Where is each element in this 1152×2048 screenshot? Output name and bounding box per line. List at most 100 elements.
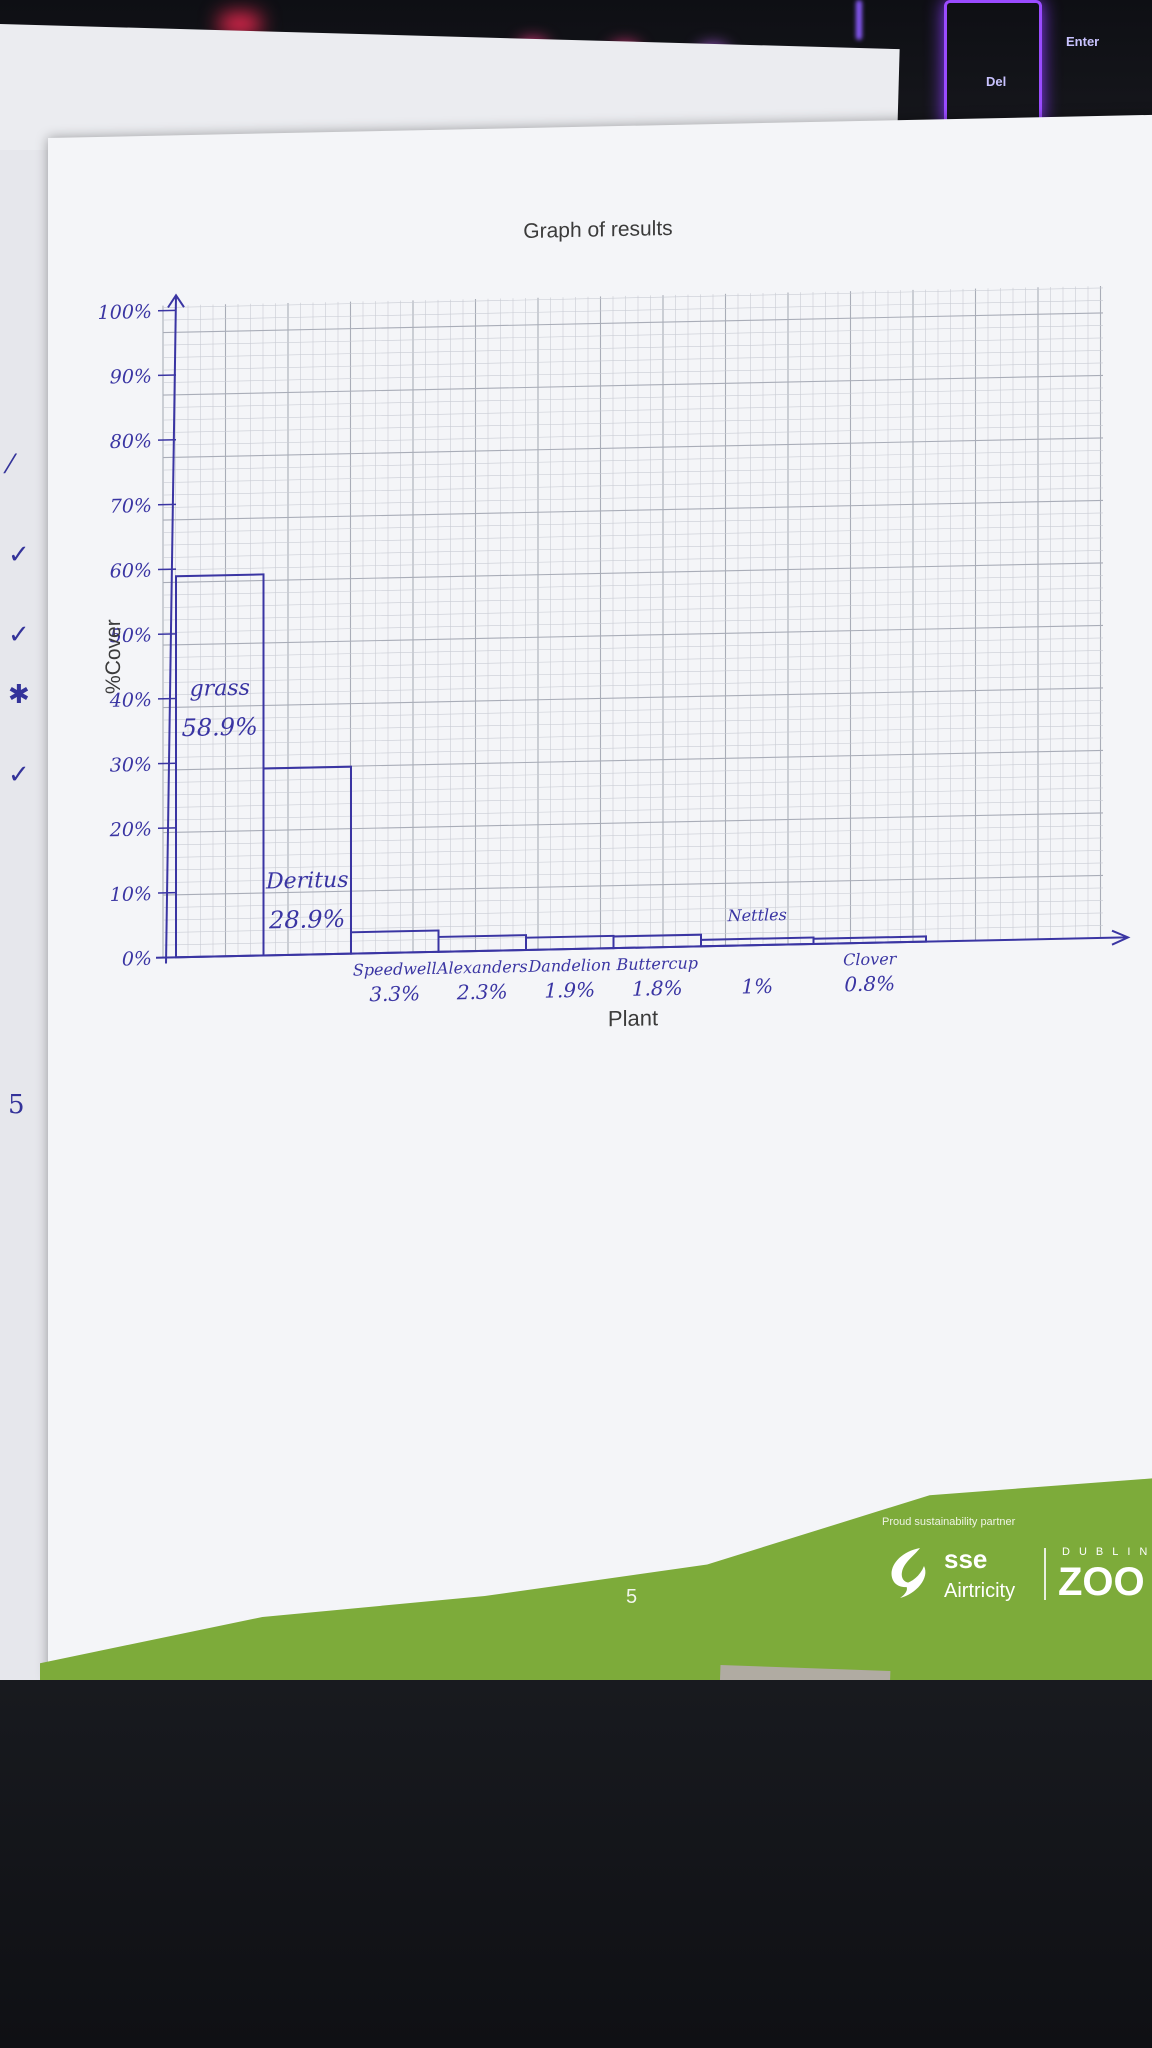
grid-line <box>163 874 1103 896</box>
grid-line <box>163 775 1103 796</box>
y-axis-arrow <box>167 293 185 309</box>
bar-nettles <box>700 936 815 948</box>
category-label: grass <box>190 676 250 702</box>
value-label: 58.9% <box>182 713 258 743</box>
grid-line <box>163 650 1103 671</box>
grid-line <box>163 400 1103 421</box>
y-tick-label: 50% <box>110 624 152 647</box>
grid-line <box>163 887 1103 908</box>
y-tick-label: 80% <box>110 430 152 453</box>
grid-line <box>163 624 1103 646</box>
pen-mark: ✓ <box>8 540 30 570</box>
grid-line <box>163 337 1103 358</box>
chart-axes <box>156 293 1131 964</box>
value-label: 28.9% <box>268 905 345 935</box>
grid-line <box>163 850 1103 871</box>
grid-line <box>163 412 1103 433</box>
enter-key-label: Enter <box>1066 34 1100 49</box>
dublin-wordmark: DUBLIN <box>1062 1546 1152 1558</box>
key-glow-side <box>856 0 862 40</box>
grid-line <box>163 537 1103 558</box>
bar-chart: 0% 10% 20% 30% 40% 50% 60% 70% 80% 90% 100% grass 58… <box>98 217 1131 1031</box>
bar-clover <box>812 935 927 945</box>
grid-line <box>163 525 1103 546</box>
grid-line <box>163 787 1103 808</box>
value-label: 2.3% <box>456 979 508 1004</box>
category-label: Clover <box>843 949 897 969</box>
sse-wordmark: sse <box>944 1544 988 1574</box>
partner-label: Proud sustainability partner <box>882 1516 1016 1528</box>
x-axis-arrow <box>1111 929 1131 946</box>
grid-line <box>163 675 1103 696</box>
grid-line <box>163 837 1103 858</box>
y-tick-label: 10% <box>110 883 152 906</box>
grid-line <box>163 637 1103 658</box>
value-label: 1% <box>741 974 773 999</box>
y-tick-label: 30% <box>110 754 152 777</box>
y-axis-label: %Cover <box>102 619 125 694</box>
zoo-wordmark: ZOO <box>1058 1560 1145 1604</box>
desk-surface <box>0 1680 1152 2048</box>
airtricity-wordmark: Airtricity <box>944 1580 1016 1602</box>
value-label: 0.8% <box>844 971 895 996</box>
grid-line <box>163 900 1103 921</box>
grid-line <box>163 562 1103 584</box>
grid-line <box>163 462 1103 483</box>
grid-line <box>163 437 1103 459</box>
y-tick-label: 70% <box>110 495 152 518</box>
y-tick-label: 20% <box>109 818 152 841</box>
chart-bars <box>175 573 927 959</box>
grid-line <box>163 912 1103 933</box>
page-number: 5 <box>626 1586 638 1608</box>
pen-mark: ✱ <box>8 680 30 710</box>
category-label: Speedwell <box>353 959 437 980</box>
grid-line <box>163 687 1103 709</box>
grid-line <box>163 499 1103 521</box>
value-label: 1.9% <box>544 978 595 1003</box>
y-tick-label: 40% <box>109 689 152 712</box>
logo-divider <box>1044 1548 1046 1600</box>
bar-grass <box>175 573 265 959</box>
grid-line <box>163 374 1103 396</box>
grid-line <box>163 287 1103 308</box>
category-label: Deritus <box>265 868 349 895</box>
chart-title: Graph of results <box>523 217 672 243</box>
grid-line <box>163 800 1103 821</box>
pen-mark: 5 <box>8 1090 25 1120</box>
value-label: 1.8% <box>632 976 683 1001</box>
x-axis-label: Plant <box>608 1005 658 1031</box>
y-tick-label: 0% <box>122 948 152 971</box>
grid-line <box>163 575 1103 596</box>
y-tick-label: 100% <box>98 301 152 324</box>
worksheet-page: 0% 10% 20% 30% 40% 50% 60% 70% 80% 90% 100% grass 58… <box>48 114 1152 1679</box>
grid-line <box>163 600 1103 621</box>
del-key-label: Del <box>986 74 1007 89</box>
grid-line <box>163 550 1103 571</box>
grid-line <box>163 862 1103 883</box>
grid-line <box>163 662 1103 683</box>
grid-line <box>163 350 1103 371</box>
grid-line <box>163 325 1103 346</box>
category-label: Alexanders <box>435 957 528 978</box>
pen-mark: ✓ <box>8 760 30 790</box>
category-label: Nettles <box>727 905 787 925</box>
bar-deritus <box>262 765 352 957</box>
y-tick-label: 60% <box>110 560 152 583</box>
grid-line <box>163 312 1103 334</box>
grid-line <box>163 387 1103 408</box>
y-axis-line <box>165 295 177 964</box>
grid-line <box>163 450 1103 471</box>
grid-line <box>163 700 1103 721</box>
grid-line <box>163 587 1103 608</box>
grid-line <box>163 487 1103 508</box>
category-label: Dandelion <box>527 955 611 976</box>
value-label: 3.3% <box>369 981 420 1006</box>
key-glow-red <box>220 14 260 34</box>
grid-line <box>163 725 1103 746</box>
grid-line <box>163 475 1103 496</box>
grid-line <box>163 425 1103 446</box>
grid-line <box>163 300 1103 321</box>
grid-line <box>163 612 1103 633</box>
grid-line <box>163 812 1103 834</box>
y-tick-label: 90% <box>110 366 152 389</box>
